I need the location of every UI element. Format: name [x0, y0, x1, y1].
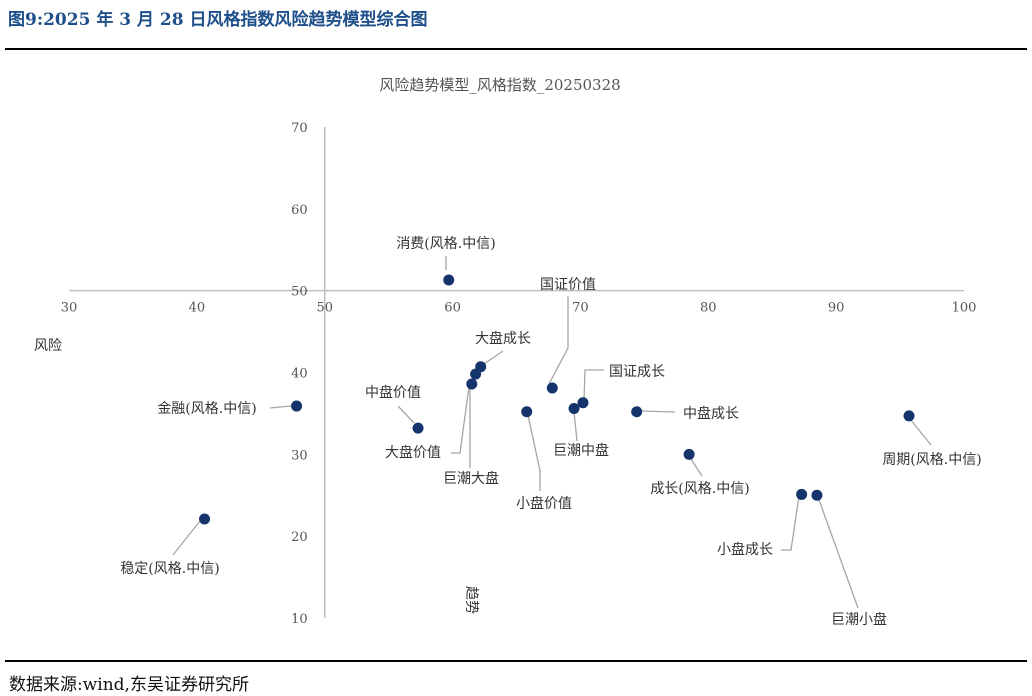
data-point	[412, 422, 424, 434]
data-point	[811, 489, 823, 501]
data-label: 中盘价值	[365, 384, 421, 401]
top-rule	[5, 48, 1027, 50]
leader-line	[817, 496, 859, 609]
data-label: 大盘价值	[385, 444, 441, 461]
leader-line	[640, 410, 676, 413]
figure-title: 图9:2025 年 3 月 28 日风格指数风险趋势模型综合图	[8, 10, 428, 30]
data-label: 周期(风格.中信)	[882, 452, 981, 468]
data-point	[568, 403, 580, 415]
data-point	[291, 400, 303, 412]
leader-line	[583, 369, 604, 401]
data-point	[443, 274, 455, 286]
source-note: 数据来源:wind,东吴证券研究所	[9, 675, 249, 695]
x-tick-label: 30	[61, 301, 78, 316]
x-tick-label: 70	[572, 301, 589, 316]
data-point	[631, 406, 643, 418]
data-point	[199, 513, 211, 525]
x-tick-label: 40	[189, 301, 206, 316]
leader-line	[527, 414, 541, 491]
data-label: 大盘成长	[475, 330, 531, 347]
leader-line	[172, 520, 201, 556]
y-tick-label: 20	[291, 530, 308, 545]
data-label: 国证价值	[540, 277, 596, 293]
data-point	[577, 397, 589, 409]
x-tick-labels: 30 40 50 60 70 80 90 100	[61, 301, 977, 316]
y-tick-label: 70	[291, 121, 308, 136]
y-tick-label: 40	[291, 367, 308, 382]
y-tick-label: 30	[291, 448, 308, 463]
data-point	[903, 410, 915, 422]
data-label: 小盘成长	[717, 541, 773, 558]
data-points	[199, 274, 915, 525]
y-tick-label: 50	[291, 285, 308, 300]
data-label: 金融(风格.中信)	[157, 401, 256, 417]
data-label: 巨潮小盘	[831, 611, 887, 628]
data-label: 巨潮大盘	[443, 470, 499, 487]
data-point	[466, 378, 478, 390]
leader-line	[451, 378, 471, 454]
y-axis-title: 风险	[34, 338, 62, 354]
chart-title: 风险趋势模型_风格指数_20250328	[379, 76, 620, 94]
data-point	[546, 382, 558, 394]
x-tick-label: 60	[444, 301, 461, 316]
leader-line	[573, 411, 578, 442]
y-tick-label: 60	[291, 203, 308, 218]
y-tick-label: 10	[291, 612, 308, 627]
x-axis-title: 趋势	[463, 586, 479, 614]
data-label: 中盘成长	[683, 405, 739, 422]
x-tick-label: 80	[700, 301, 717, 316]
data-point	[683, 448, 695, 460]
data-label: 巨潮中盘	[553, 442, 609, 459]
leader-line	[269, 405, 292, 409]
y-tick-labels: 10 20 30 40 50 60 70	[291, 121, 308, 627]
data-point	[470, 368, 482, 380]
leader-line	[548, 296, 569, 385]
data-label: 国证成长	[609, 364, 665, 380]
data-point	[796, 488, 808, 500]
data-label: 小盘价值	[516, 495, 572, 512]
leader-line	[909, 418, 932, 446]
leader-lines	[172, 256, 932, 609]
data-point	[521, 406, 533, 418]
data-label: 消费(风格.中信)	[396, 236, 495, 252]
data-label: 稳定(风格.中信)	[120, 561, 219, 577]
x-tick-label: 100	[952, 301, 977, 316]
data-label: 成长(风格.中信)	[650, 481, 749, 497]
bottom-rule	[5, 660, 1027, 662]
x-tick-label: 50	[316, 301, 333, 316]
leader-line	[397, 405, 415, 424]
leader-line	[781, 495, 800, 551]
x-tick-label: 90	[828, 301, 845, 316]
